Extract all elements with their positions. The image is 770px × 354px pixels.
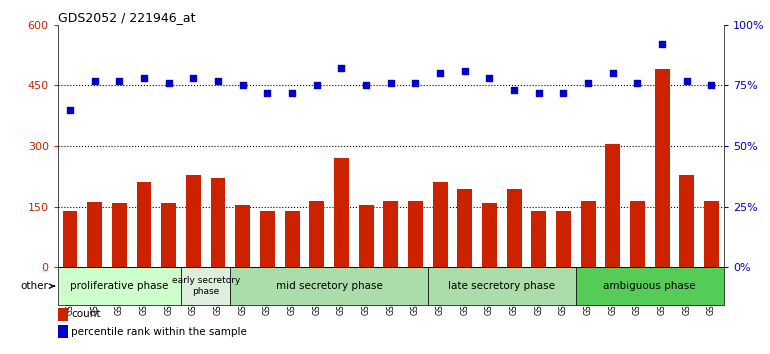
Bar (556, 211, 571, 267)
Bar (58, 325, 68, 338)
Bar (236, 205, 250, 267)
Point (656, 41, 668, 47)
Point (631, 80, 644, 86)
Text: proliferative phase: proliferative phase (70, 281, 169, 291)
Bar (58, 267, 181, 305)
Point (335, 65, 347, 71)
Point (89, 78, 101, 83)
Bar (383, 201, 398, 267)
Bar (162, 203, 176, 267)
Bar (433, 182, 447, 267)
Bar (285, 211, 300, 267)
Bar (630, 201, 644, 267)
Point (187, 75, 199, 81)
Point (113, 78, 126, 83)
Point (138, 75, 150, 81)
Bar (531, 211, 546, 267)
Bar (334, 158, 349, 267)
Bar (679, 175, 695, 267)
Point (310, 82, 323, 88)
Text: count: count (72, 309, 101, 319)
Point (410, 80, 422, 86)
Point (162, 80, 175, 86)
Point (607, 70, 619, 76)
Point (212, 78, 224, 83)
Point (508, 87, 521, 93)
Point (459, 68, 471, 74)
Bar (704, 201, 719, 267)
Bar (230, 267, 428, 305)
Bar (654, 69, 670, 267)
Bar (359, 205, 373, 267)
Bar (408, 201, 423, 267)
Bar (576, 267, 724, 305)
Bar (457, 189, 472, 267)
Point (484, 75, 496, 81)
Point (533, 90, 545, 96)
Text: ambiguous phase: ambiguous phase (604, 281, 696, 291)
Bar (112, 203, 127, 267)
Text: early secretory
phase: early secretory phase (172, 276, 240, 296)
Text: percentile rank within the sample: percentile rank within the sample (72, 326, 247, 337)
Bar (507, 189, 521, 267)
Point (705, 82, 718, 88)
Bar (137, 182, 152, 267)
Point (261, 90, 273, 96)
Text: GDS2052 / 221946_at: GDS2052 / 221946_at (58, 11, 196, 24)
Bar (211, 178, 226, 267)
Bar (605, 144, 620, 267)
Point (384, 80, 397, 86)
Bar (58, 308, 68, 321)
Bar (428, 267, 576, 305)
Point (557, 90, 570, 96)
Point (236, 82, 249, 88)
Bar (62, 211, 78, 267)
Text: late secretory phase: late secretory phase (448, 281, 555, 291)
Point (681, 78, 693, 83)
Point (286, 90, 298, 96)
Bar (310, 201, 324, 267)
Point (64, 107, 76, 113)
Bar (581, 201, 595, 267)
Bar (87, 202, 102, 267)
Bar (186, 175, 201, 267)
Point (582, 80, 594, 86)
Bar (482, 203, 497, 267)
Bar (260, 211, 275, 267)
Bar (181, 267, 230, 305)
Point (434, 70, 447, 76)
Point (360, 82, 372, 88)
Text: other: other (21, 281, 54, 291)
Text: mid secretory phase: mid secretory phase (276, 281, 383, 291)
